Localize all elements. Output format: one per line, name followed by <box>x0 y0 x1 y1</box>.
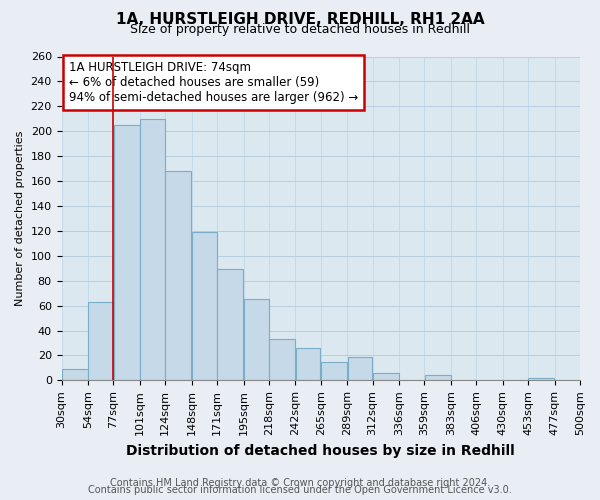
Bar <box>373 373 399 380</box>
Text: Contains public sector information licensed under the Open Government Licence v3: Contains public sector information licen… <box>88 485 512 495</box>
Bar <box>113 125 140 380</box>
Bar <box>192 232 217 380</box>
Bar <box>296 348 320 380</box>
Bar <box>269 339 295 380</box>
Y-axis label: Number of detached properties: Number of detached properties <box>15 130 25 306</box>
Text: Contains HM Land Registry data © Crown copyright and database right 2024.: Contains HM Land Registry data © Crown c… <box>110 478 490 488</box>
Bar <box>529 378 554 380</box>
Text: 1A, HURSTLEIGH DRIVE, REDHILL, RH1 2AA: 1A, HURSTLEIGH DRIVE, REDHILL, RH1 2AA <box>116 12 484 28</box>
Bar <box>244 300 269 380</box>
Bar <box>321 362 347 380</box>
Bar <box>88 302 113 380</box>
Bar <box>425 376 451 380</box>
Bar <box>347 356 373 380</box>
Bar <box>217 270 243 380</box>
Bar <box>62 369 88 380</box>
Bar <box>140 119 165 380</box>
Bar <box>166 171 191 380</box>
X-axis label: Distribution of detached houses by size in Redhill: Distribution of detached houses by size … <box>127 444 515 458</box>
Text: Size of property relative to detached houses in Redhill: Size of property relative to detached ho… <box>130 22 470 36</box>
Text: 1A HURSTLEIGH DRIVE: 74sqm
← 6% of detached houses are smaller (59)
94% of semi-: 1A HURSTLEIGH DRIVE: 74sqm ← 6% of detac… <box>70 62 359 104</box>
